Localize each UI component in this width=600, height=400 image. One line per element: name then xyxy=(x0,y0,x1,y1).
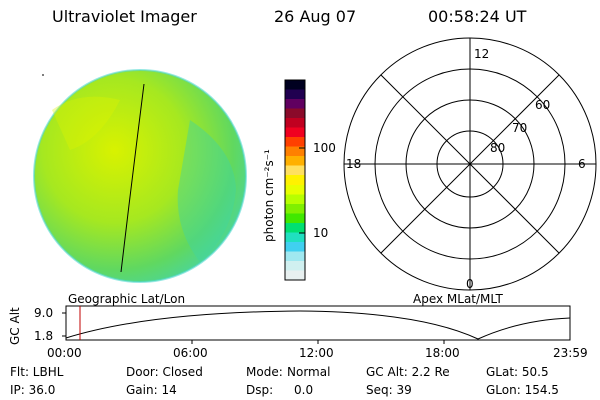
glat-info: GLat: 50.5 xyxy=(486,365,549,379)
time-tick-0600: 06:00 xyxy=(173,346,208,360)
mlat-label-80: 80 xyxy=(490,141,506,155)
mlt-label-0: 0 xyxy=(466,277,474,291)
mlat-label-60: 60 xyxy=(535,98,551,112)
time-tick-1200: 12:00 xyxy=(299,346,334,360)
image-time: 00:58:24 UT xyxy=(428,7,527,26)
dsp-label: Dsp: xyxy=(246,383,274,397)
gc-alt-info: GC Alt: 2.2 Re xyxy=(366,365,450,379)
colorbar xyxy=(284,79,306,281)
altitude-ytick-1-8: 1.8 xyxy=(34,329,54,343)
apex-label: Apex MLat/MLT xyxy=(413,292,503,306)
ip-info: IP: 36.0 xyxy=(10,383,56,397)
altitude-curve xyxy=(65,310,571,340)
time-tick-2359: 23:59 xyxy=(553,346,588,360)
mlat-label-70: 70 xyxy=(512,121,528,135)
mode-label: Mode: xyxy=(246,365,283,379)
instrument-title: Ultraviolet Imager xyxy=(52,7,197,26)
geographic-label: Geographic Lat/Lon xyxy=(68,292,186,306)
mlt-label-6: 6 xyxy=(578,157,586,171)
seq-info: Seq: 39 xyxy=(366,383,412,397)
mode-value: Normal xyxy=(287,365,331,379)
satellite-track-line xyxy=(120,83,145,273)
uv-image-disk xyxy=(33,69,247,283)
time-tick-1800: 18:00 xyxy=(425,346,460,360)
colorbar-tick-10: 10 xyxy=(313,226,329,240)
time-tick-0000: 00:00 xyxy=(47,346,82,360)
colorbar-tick-100: 100 xyxy=(313,141,336,155)
dsp-value: 0.0 xyxy=(294,383,314,397)
polar-grid xyxy=(343,37,597,291)
filter-info: Flt: LBHL xyxy=(10,365,64,379)
glon-info: GLon: 154.5 xyxy=(486,383,559,397)
image-date: 26 Aug 07 xyxy=(274,7,357,26)
gain-info: Gain: 14 xyxy=(126,383,177,397)
altitude-ylabel: GC Alt xyxy=(8,307,22,345)
altitude-ytick-9: 9.0 xyxy=(34,306,54,320)
mlt-label-18: 18 xyxy=(346,157,362,171)
mlt-label-12: 12 xyxy=(474,47,490,61)
colorbar-unit-label: photon cm⁻²s⁻¹ xyxy=(262,149,276,242)
door-info: Door: Closed xyxy=(126,365,203,379)
